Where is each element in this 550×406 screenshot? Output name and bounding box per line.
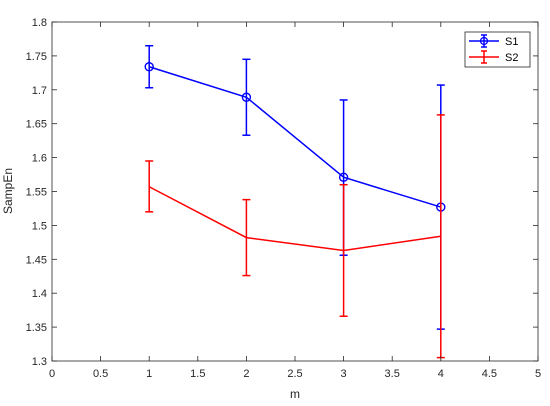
y-tick-label: 1.3 bbox=[32, 356, 47, 368]
series-layer bbox=[144, 44, 446, 359]
y-tick-label: 1.6 bbox=[32, 153, 47, 165]
x-tick-label: 1.5 bbox=[190, 368, 205, 380]
y-tick-label: 1.4 bbox=[32, 288, 47, 300]
y-tick-label: 1.65 bbox=[26, 119, 47, 131]
x-tick-label: 0.5 bbox=[93, 368, 108, 380]
legend-s1-label: S1 bbox=[505, 36, 518, 48]
series-s1-point bbox=[144, 62, 154, 72]
x-axis-label: m bbox=[290, 387, 300, 401]
plot-area bbox=[52, 22, 538, 361]
series-s2 bbox=[145, 114, 445, 359]
x-tick-label: 0 bbox=[49, 368, 55, 380]
legend: S1 S2 bbox=[464, 31, 531, 68]
y-tick-label: 1.55 bbox=[26, 187, 47, 199]
x-tick-label: 4.5 bbox=[482, 368, 497, 380]
y-axis-label: SampEn bbox=[1, 168, 15, 214]
x-tick-label: 1 bbox=[146, 368, 152, 380]
series-s1-point bbox=[338, 172, 349, 182]
ticks-layer: 0 0.5 1 1.5 2 2.5 3 3.5 4 4.5 5 1.3 1.35 1.4 1.45 1.5 1.… bbox=[26, 17, 541, 380]
x-tick-label: 5 bbox=[535, 368, 541, 380]
legend-s1-marker bbox=[479, 36, 489, 46]
series-s2-line bbox=[148, 186, 441, 252]
x-tick-label: 4 bbox=[438, 368, 444, 380]
legend-entry-s2: S2 bbox=[469, 50, 518, 64]
x-tick-label: 3.5 bbox=[385, 368, 400, 380]
y-tick-label: 1.75 bbox=[26, 51, 47, 63]
y-tick-label: 1.5 bbox=[32, 220, 47, 232]
legend-s2-label: S2 bbox=[505, 52, 518, 64]
y-tick-label: 1.7 bbox=[32, 85, 47, 97]
legend-entry-s1: S1 bbox=[469, 34, 518, 48]
legend-box bbox=[464, 31, 531, 68]
y-tick-label: 1.45 bbox=[26, 254, 47, 266]
series-s1-line bbox=[148, 66, 442, 208]
y-tick-label: 1.35 bbox=[26, 322, 47, 334]
series-s1-point bbox=[241, 92, 252, 102]
y-tick-label: 1.8 bbox=[32, 17, 47, 29]
x-tick-label: 2 bbox=[243, 368, 249, 380]
x-tick-label: 3 bbox=[341, 368, 347, 380]
x-tick-label: 2.5 bbox=[287, 368, 302, 380]
